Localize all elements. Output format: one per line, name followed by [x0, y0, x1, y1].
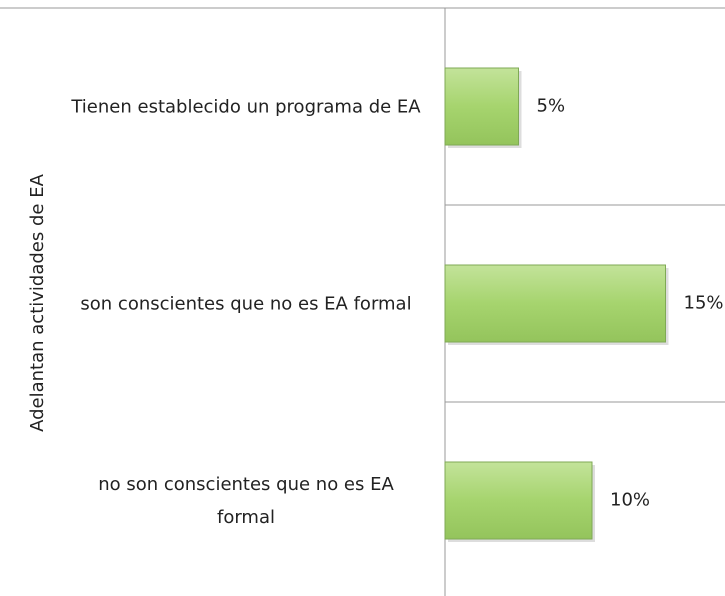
category-label: Tienen establecido un programa de EA: [71, 96, 421, 117]
bar: [444, 461, 593, 540]
y-axis-title: Adelantan actividades de EA: [27, 173, 48, 431]
category-label: son conscientes que no es EA formal: [80, 293, 412, 314]
category-label: no son conscientes que no es EA formal: [98, 473, 394, 528]
bar: [444, 264, 666, 343]
value-label: 5%: [537, 96, 566, 117]
value-label: 10%: [610, 490, 650, 511]
value-label: 15%: [684, 293, 724, 314]
bar: [444, 67, 519, 146]
